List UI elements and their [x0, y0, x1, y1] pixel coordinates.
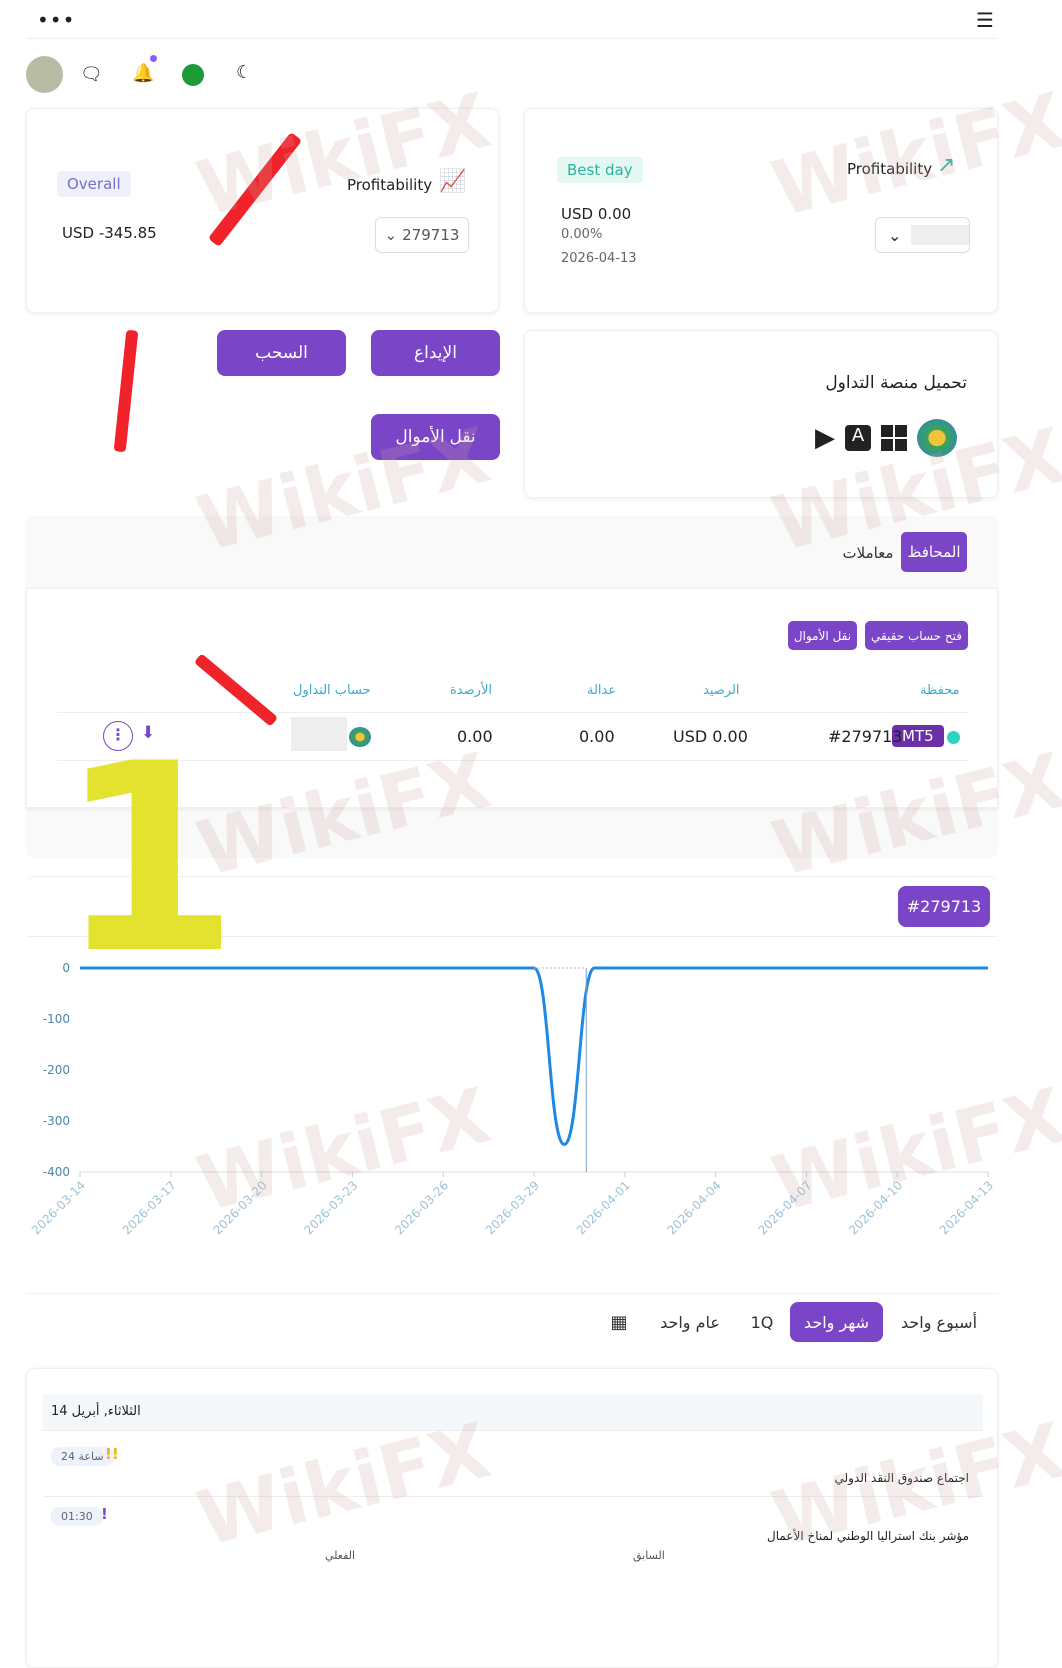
saudi-flag-icon[interactable]: [182, 64, 204, 86]
series-line: [80, 966, 988, 1146]
overall-badge: Overall: [57, 171, 131, 197]
tab-wallets[interactable]: المحافظ: [901, 532, 967, 572]
overall-profitability-card: Overall Profitability 📈 USD -345.85 ⌄ 279…: [26, 108, 499, 313]
card-title: Profitability: [847, 160, 933, 178]
best-day-badge: Best day: [557, 157, 643, 183]
tab-transactions[interactable]: معاملات: [842, 544, 894, 562]
account-chip[interactable]: #279713: [898, 886, 990, 927]
status-dot: [947, 731, 960, 744]
x-tick-label: 2026-03-23: [301, 1178, 360, 1237]
moon-icon[interactable]: ☾: [236, 62, 253, 83]
economic-calendar-card: الثلاثاء, أبريل 14 24 ساعة !! اجتماع صند…: [26, 1368, 998, 1668]
credits: 0.00: [457, 727, 493, 746]
platform-badge: MT5: [892, 725, 944, 747]
chart-up-icon: 📈: [439, 169, 467, 194]
date-header: الثلاثاء, أبريل 14: [43, 1395, 983, 1431]
x-tick-label: 2026-04-04: [665, 1178, 724, 1237]
header-wallet: محفظة: [920, 683, 960, 698]
balance: USD 0.00: [673, 727, 748, 746]
header-trading-account: حساب التداول: [293, 683, 371, 698]
x-tick-label: 2026-04-10: [846, 1178, 905, 1237]
more-icon[interactable]: •••: [37, 8, 76, 32]
importance-icon: !: [101, 1505, 108, 1523]
y-tick-label: -200: [43, 1063, 70, 1077]
metatrader-icon: [349, 727, 371, 747]
best-day-date: 2026-04-13: [561, 251, 637, 266]
best-day-percent: 0.00%: [561, 227, 603, 242]
previous-label: السابق: [633, 1549, 665, 1562]
transfer-funds-button[interactable]: نقل الأموال: [788, 621, 857, 650]
importance-icon: !!: [105, 1445, 119, 1463]
account-select[interactable]: ⌄ 279713: [375, 217, 469, 253]
period-month[interactable]: شهر واحد: [790, 1302, 883, 1342]
annotation-number: 1: [58, 709, 239, 1011]
x-tick-label: 2026-03-20: [211, 1178, 270, 1237]
divider: [26, 38, 996, 39]
chevron-down-icon: ⌄: [384, 226, 398, 244]
header-equity: عدالة: [587, 683, 617, 698]
wallet-id: #279713: [828, 727, 903, 746]
best-day-value: USD 0.00: [561, 205, 632, 223]
card-title: Profitability: [347, 176, 433, 194]
divider: [26, 1293, 998, 1294]
equity: 0.00: [579, 727, 615, 746]
more-options-button[interactable]: ⋮: [103, 721, 133, 751]
chevron-down-icon: ⌄: [888, 225, 902, 245]
metatrader-icon[interactable]: [917, 419, 957, 457]
y-tick-label: 0: [62, 961, 70, 975]
event-title: اجتماع صندوق النقد الدولي: [834, 1471, 969, 1485]
y-tick-label: -100: [43, 1012, 70, 1026]
period-year[interactable]: عام واحد: [660, 1312, 720, 1332]
event-title: مؤشر بنك استراليا الوطني لمناخ الأعمال: [767, 1529, 969, 1543]
table-row[interactable]: MT5 #279713 USD 0.00 0.00 0.00 ⬇ ⋮: [57, 713, 969, 761]
header-balance: الرصيد: [703, 683, 740, 698]
actual-label: الفعلي: [325, 1549, 356, 1562]
google-play-icon[interactable]: ▶: [815, 423, 835, 453]
time-badge: 01:30: [51, 1507, 103, 1526]
chat-icon[interactable]: 🗨: [80, 64, 103, 85]
x-tick-label: 2026-03-26: [392, 1178, 451, 1237]
notification-dot: [150, 55, 157, 62]
overall-value: USD -345.85: [62, 224, 157, 242]
x-tick-label: 2026-04-07: [755, 1178, 814, 1237]
chart-card: [26, 876, 998, 1276]
blurred-account: [291, 717, 347, 751]
platform-title: تحميل منصة التداول: [825, 373, 967, 393]
trend-up-icon: ↗: [937, 153, 956, 178]
divider: [26, 936, 998, 937]
annotation-arrow: [113, 329, 139, 453]
windows-icon[interactable]: [881, 425, 907, 451]
event-item[interactable]: 24 ساعة !! اجتماع صندوق النقد الدولي: [43, 1431, 983, 1497]
account-select[interactable]: ⌄: [875, 217, 970, 253]
transfer-funds-button[interactable]: نقل الأموال: [371, 414, 500, 460]
y-tick-label: -400: [43, 1165, 70, 1179]
x-tick-label: 2026-04-13: [937, 1178, 996, 1237]
hamburger-icon[interactable]: ☰: [976, 8, 994, 32]
bell-icon[interactable]: 🔔: [132, 63, 155, 84]
x-tick-label: 2026-03-29: [483, 1178, 542, 1237]
y-tick-label: -300: [43, 1114, 70, 1128]
wallets-table-card: فتح حساب حقيقي نقل الأموال محفظة الرصيد …: [26, 588, 998, 808]
withdraw-button[interactable]: السحب: [217, 330, 346, 376]
download-icon[interactable]: ⬇: [141, 723, 156, 743]
x-tick-label: 2026-03-17: [120, 1178, 179, 1237]
x-tick-label: 2026-04-01: [574, 1178, 633, 1237]
period-week[interactable]: أسبوع واحد: [900, 1312, 978, 1332]
open-real-account-button[interactable]: فتح حساب حقيقي: [865, 621, 968, 650]
header-credits: الأرصدة: [450, 683, 492, 698]
date-label: الثلاثاء, أبريل 14: [51, 1404, 141, 1419]
deposit-button[interactable]: الإيداع: [371, 330, 500, 376]
x-tick-label: 2026-03-14: [29, 1178, 88, 1237]
avatar[interactable]: [26, 56, 63, 93]
download-platform-card: تحميل منصة التداول ▶ A: [524, 330, 998, 498]
period-quarter[interactable]: 1Q: [750, 1312, 774, 1332]
divider: [57, 712, 969, 713]
blurred-value: [911, 225, 969, 245]
app-store-icon[interactable]: A: [845, 425, 871, 451]
time-badge: 24 ساعة: [51, 1447, 114, 1466]
calendar-icon[interactable]: ▦: [610, 1311, 628, 1333]
event-item[interactable]: 01:30 ! مؤشر بنك استراليا الوطني لمناخ ا…: [43, 1497, 983, 1577]
best-day-card: Best day Profitability ↗ USD 0.00 0.00% …: [524, 108, 998, 313]
